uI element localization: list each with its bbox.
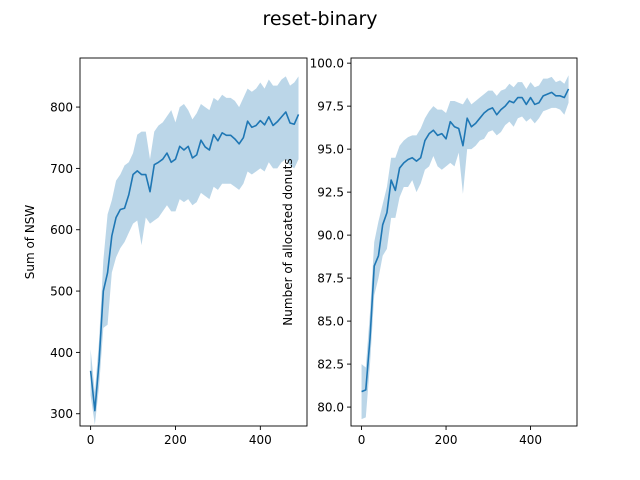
confidence-band bbox=[90, 76, 299, 425]
y-tick-label: 97.5 bbox=[317, 100, 344, 114]
x-tick-label: 400 bbox=[249, 433, 272, 447]
y-tick-label: 500 bbox=[50, 285, 73, 299]
mean-line bbox=[89, 111, 300, 412]
y-tick-label: 87.5 bbox=[317, 272, 344, 286]
y-tick-label: 800 bbox=[50, 101, 73, 115]
axes-frame bbox=[79, 57, 308, 427]
y-tick-label: 95.0 bbox=[317, 143, 344, 157]
figure-title: reset-binary bbox=[262, 8, 377, 30]
y-tick-label: 80.0 bbox=[317, 401, 344, 415]
mean-line bbox=[361, 88, 570, 393]
y-tick-label: 82.5 bbox=[317, 358, 344, 372]
y-tick-label: 100.0 bbox=[310, 57, 344, 71]
y-axis-label: Sum of NSW bbox=[23, 205, 37, 280]
y-tick-label: 700 bbox=[50, 162, 73, 176]
y-tick-label: 92.5 bbox=[317, 186, 344, 200]
x-tick-label: 200 bbox=[164, 433, 187, 447]
x-tick-label: 200 bbox=[435, 433, 458, 447]
y-tick-label: 85.0 bbox=[317, 315, 344, 329]
y-axis-label: Number of allocated donuts bbox=[281, 158, 295, 325]
nsw-chart: 0 200 400 300 400 500 600 700 800 Sum of NSW bbox=[23, 57, 308, 447]
y-tick-label: 600 bbox=[50, 223, 73, 237]
y-tick-label: 400 bbox=[50, 346, 73, 360]
y-tick-label: 300 bbox=[50, 407, 73, 421]
x-tick-label: 400 bbox=[519, 433, 542, 447]
y-tick-label: 90.0 bbox=[317, 229, 344, 243]
axes-frame bbox=[350, 57, 578, 427]
confidence-band bbox=[361, 75, 569, 420]
x-tick-label: 0 bbox=[358, 433, 366, 447]
donuts-chart: 0 200 400 80.0 82.5 85.0 87.5 90.0 92.5 95.0 97.5 1… bbox=[281, 57, 578, 447]
x-tick-label: 0 bbox=[87, 433, 95, 447]
